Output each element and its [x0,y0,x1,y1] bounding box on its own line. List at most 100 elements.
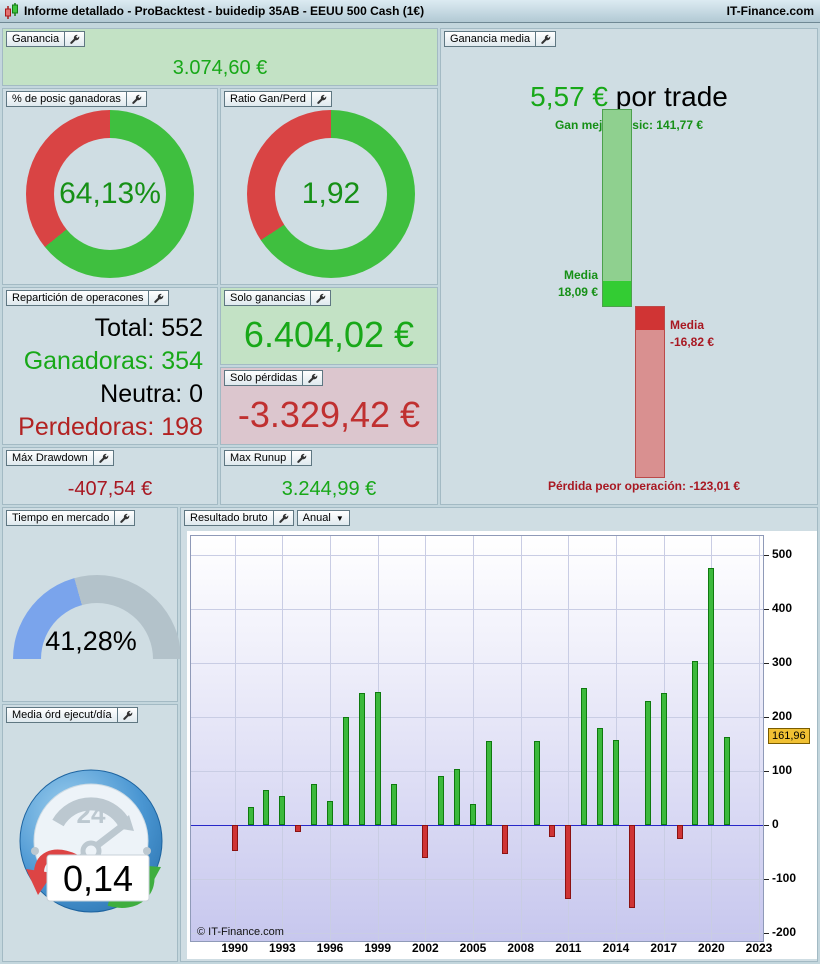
row-value: 354 [161,347,203,375]
y-tick-mark [764,824,769,826]
panel-header-max-drawdown: Máx Drawdown [6,450,114,466]
clock-dot-left [31,847,39,855]
settings-wrench-button[interactable] [114,510,136,526]
gridline [191,554,763,556]
gridline [191,932,763,934]
panel-resultado-bruto: Resultado bruto Anual ▼ © IT-Finance.com… [180,507,818,962]
x-tick-label: 1999 [364,941,392,955]
panel-header-label: Solo pérdidas [224,370,304,386]
y-tick-label: 400 [772,600,793,615]
bar-2011 [565,824,572,900]
bar-2016 [644,701,651,825]
max-runup-value: 3.244,99 € [281,478,377,500]
panel-solo-perdidas: Solo pérdidas -3.329,42 € [220,367,438,445]
bar-2002 [422,824,429,859]
chevron-down-icon: ▼ [335,513,344,523]
panel-win-rate: % de posic ganadoras 64,13% [2,88,218,285]
ganancia-value: 3.074,60 € [172,57,268,79]
worst-trade-label: Pérdida peor operación: -123,01 € [547,479,741,493]
win-rate-donut-chart: 64,13% [26,110,194,278]
x-tick-label: 1993 [269,941,296,955]
gridline [191,770,763,772]
avg-loss-caption: Media [670,318,705,332]
best-gain-bar [602,109,632,307]
panel-header-label: Tiempo en mercado [6,510,116,526]
settings-wrench-button[interactable] [92,450,114,466]
trade-breakdown-list: Total: 552 Ganadoras: 354 Neutra: 0 Perd… [3,312,203,444]
orders-per-day-value: 0,14 [63,858,133,899]
settings-wrench-button[interactable] [272,510,294,526]
bar-1993 [279,795,286,825]
panel-ganancia: Ganancia 3.074,60 € [2,28,438,86]
bar-1997 [342,716,349,825]
gridline [191,716,763,718]
x-tick-label: 2020 [698,941,725,955]
bar-1991 [247,807,254,825]
settings-wrench-button[interactable] [302,370,324,386]
wrench-icon [297,453,307,463]
max-drawdown-value: -407,54 € [67,478,153,500]
bar-1996 [327,801,334,825]
row-value: 552 [161,314,203,342]
panel-header-label: Ratio Gan/Perd [224,91,312,107]
settings-wrench-button[interactable] [116,707,138,723]
x-tick-label: 2023 [745,941,773,955]
bar-1990 [231,824,238,851]
bar-1999 [374,692,381,825]
panel-header-tiempo: Tiempo en mercado [6,510,136,526]
settings-wrench-button[interactable] [291,450,313,466]
gridline [191,662,763,664]
panel-header-label: Repartición de operacones [6,290,150,306]
bar-2019 [692,661,699,825]
wrench-icon [99,453,109,463]
row-label: Ganadoras: [23,347,162,375]
chart-plot-area: © IT-Finance.com [190,535,764,942]
bar-2017 [660,692,667,825]
bar-2000 [390,784,397,825]
avg-win-value: 18,09 € [557,285,598,299]
panel-header-label: Ganancia [6,31,66,47]
panel-header-ganancia-media: Ganancia media [444,31,557,47]
solo-perdidas-value: -3.329,42 € [237,394,421,435]
y-tick-mark [764,932,769,934]
row-perdedoras: Perdedoras: 198 [3,411,203,444]
panel-header-reparticion: Repartición de operacones [6,290,170,306]
y-tick-label: 200 [772,708,793,723]
panel-header-ganancia: Ganancia [6,31,86,47]
panel-solo-ganancias: Solo ganancias 6.404,02 € [220,287,438,365]
x-tick-label: 2017 [650,941,678,955]
settings-wrench-button[interactable] [310,290,332,306]
panel-header-label: Solo ganancias [224,290,312,306]
period-dropdown-value: Anual [302,512,331,524]
bar-2006 [485,741,492,825]
donut-hole [54,138,166,250]
gridline [282,536,284,941]
settings-wrench-button[interactable] [148,290,170,306]
orders-per-day-clock-icon: 24 0,14 [19,769,163,913]
ratio-value: 1,92 [301,177,361,210]
bar-2004 [454,769,461,825]
gridline [520,536,522,941]
avg-win-caption: Media [563,268,598,282]
title-bar: Informe detallado - ProBacktest - buided… [0,0,820,23]
panel-header-max-runup: Max Runup [224,450,313,466]
wrench-icon [541,34,551,44]
row-label: Neutra: [100,380,190,408]
y-tick-label: -100 [772,870,797,885]
bar-2010 [549,824,556,837]
settings-wrench-button[interactable] [310,91,332,107]
annual-results-chart: © IT-Finance.com 161,96 1990 1993 1996 1999… [187,531,817,959]
x-tick-label: 2005 [459,941,487,955]
solo-ganancias-value: 6.404,02 € [243,314,415,355]
period-dropdown[interactable]: Anual ▼ [296,510,350,526]
settings-wrench-button[interactable] [64,31,86,47]
panel-max-runup: Max Runup 3.244,99 € [220,447,438,505]
bar-2013 [597,727,604,825]
settings-wrench-button[interactable] [535,31,557,47]
settings-wrench-button[interactable] [125,91,147,107]
y-tick-mark [764,554,769,556]
gridline [234,536,236,941]
bar-2018 [676,824,683,840]
avg-loss-value: -16,82 € [670,335,715,349]
